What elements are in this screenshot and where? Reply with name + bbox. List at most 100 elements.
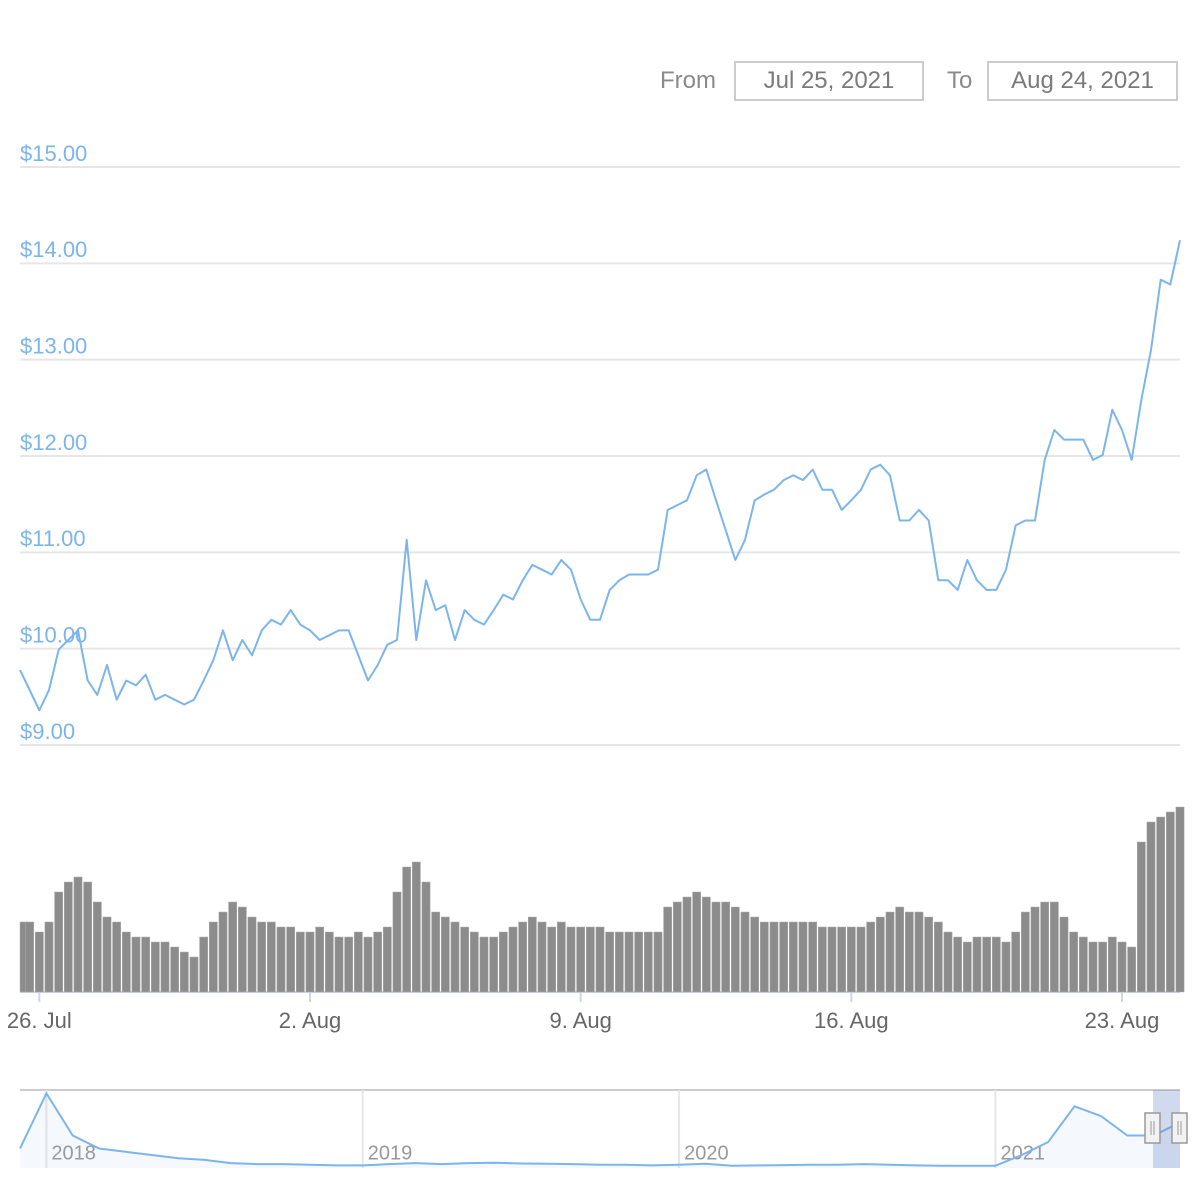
volume-bar [131,936,141,993]
volume-bar [353,931,363,993]
volume-bar [508,926,518,993]
volume-bar [566,926,576,993]
volume-bar [218,911,228,993]
volume-bar [1175,806,1185,993]
volume-bar [228,901,238,993]
volume-bar [208,921,218,993]
volume-bar [653,931,663,993]
volume-bar [605,931,615,993]
x-tick-label: 16. Aug [814,1008,889,1033]
navigator-handle[interactable] [1144,1112,1161,1144]
volume-bar [1020,911,1030,993]
volume-bar [286,926,296,993]
volume-bar [769,921,779,993]
volume-bar [692,891,702,993]
x-tick-label: 23. Aug [1085,1008,1160,1033]
volume-bar [1165,811,1175,993]
volume-bar [518,921,528,993]
volume-bar [1117,941,1127,993]
volume-bar [1088,941,1098,993]
volume-bar [83,881,93,993]
volume-bar [344,936,354,993]
from-date-input[interactable]: Jul 25, 2021 [734,61,924,101]
volume-bar [730,906,740,993]
volume-bar [972,936,982,993]
volume-bar [1098,941,1108,993]
volume-bar [199,936,209,993]
volume-bar [305,931,315,993]
volume-bar [334,936,344,993]
volume-bar [991,936,1001,993]
volume-bar [1049,901,1059,993]
volume-bar [721,901,731,993]
volume-bar [634,931,644,993]
volume-bar [498,931,508,993]
volume-bar [1107,936,1117,993]
volume-bar [440,916,450,993]
y-tick-label: $13.00 [20,333,87,358]
volume-bar [682,896,692,993]
volume-bar [914,911,924,993]
volume-bar [1156,816,1166,993]
volume-bar [392,891,402,993]
volume-bar [1059,916,1069,993]
volume-bar [798,921,808,993]
volume-bar [527,916,537,993]
x-tick-label: 2. Aug [279,1008,341,1033]
volume-bar [875,916,885,993]
volume-bar [537,921,547,993]
volume-bar [585,926,595,993]
navigator-handle[interactable] [1171,1112,1188,1144]
volume-bar [856,926,866,993]
volume-bar [750,916,760,993]
volume-bar [324,931,334,993]
volume-bar [711,901,721,993]
volume-bar [1011,931,1021,993]
volume-bar [141,936,151,993]
volume-bar [904,911,914,993]
volume-bar [257,921,267,993]
volume-bar [595,926,605,993]
volume-bar [247,916,257,993]
volume-bar [1078,936,1088,993]
price-line [19,239,1181,712]
volume-bar [556,921,566,993]
volume-bar [450,921,460,993]
volume-bar [44,921,54,993]
volume-bar [576,926,586,993]
volume-bar [73,876,83,993]
y-tick-label: $10.00 [20,622,87,647]
volume-bar [962,941,972,993]
volume-bar [1030,906,1040,993]
volume-bar [1069,931,1079,993]
volume-bar [837,926,847,993]
volume-bar [953,936,963,993]
volume-bar [1146,821,1156,993]
volume-bar [421,881,431,993]
volume-bar [121,931,131,993]
volume-bar [150,941,160,993]
volume-bar [266,921,276,993]
volume-bar [808,921,818,993]
navigator-line [19,1091,1181,1167]
volume-bar [382,926,392,993]
to-date-input[interactable]: Aug 24, 2021 [987,61,1178,101]
volume-bar [895,906,905,993]
volume-bar [1040,901,1050,993]
y-tick-label: $14.00 [20,237,87,262]
navigator-label: 2018 [51,1142,95,1164]
volume-bar [779,921,789,993]
volume-bar [102,916,112,993]
volume-bar [614,931,624,993]
volume-bar [112,921,122,993]
volume-bar [701,896,711,993]
y-tick-label: $9.00 [20,719,75,744]
volume-bar [237,906,247,993]
to-label: To [947,67,973,94]
volume-bar [489,936,499,993]
volume-bar [827,926,837,993]
volume-bar [846,926,856,993]
volume-bar [547,926,557,993]
navigator-label: 2020 [684,1142,729,1164]
volume-bar [160,941,170,993]
